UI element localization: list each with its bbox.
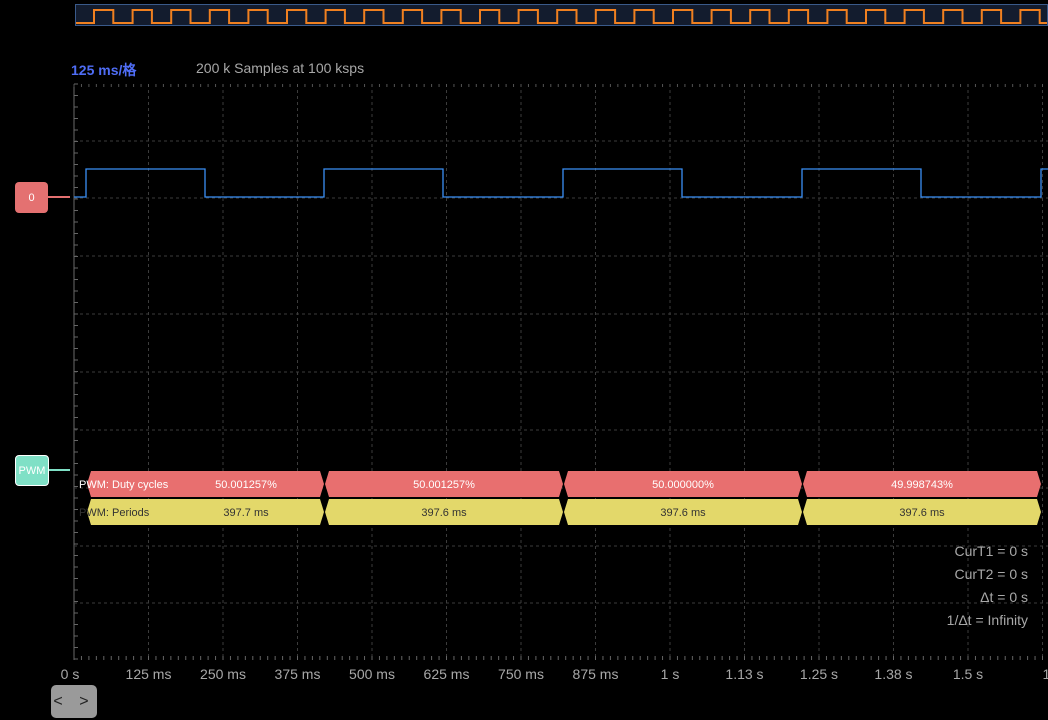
time-tick-label: 750 ms (498, 666, 544, 682)
decoder-row-label: PWM: Duty cycles (79, 479, 169, 491)
decoder-segment[interactable] (564, 499, 802, 525)
time-tick-label: 1.5 s (953, 666, 983, 682)
decoder-segment-value: 397.6 ms (421, 507, 467, 519)
time-tick-label: 250 ms (200, 666, 246, 682)
overview-strip[interactable] (75, 4, 1048, 26)
time-tick-label: 0 s (61, 666, 80, 682)
time-tick-label: 625 ms (424, 666, 470, 682)
decoder-segment[interactable] (564, 471, 802, 497)
decoder-segment-value: 49.998743% (891, 479, 953, 491)
time-tick-label: 1.6 (1043, 666, 1048, 682)
decoder-segment-value: 397.6 ms (899, 507, 945, 519)
decoder-row-label: PWM: Periods (79, 507, 150, 519)
decoder-segment-value: 397.6 ms (660, 507, 706, 519)
sample-info: 200 k Samples at 100 ksps (196, 60, 365, 76)
decoder-segment[interactable] (803, 471, 1041, 497)
time-tick-label: 1.25 s (800, 666, 838, 682)
channel-0-waveform (74, 168, 1048, 198)
decoder-segment-value: 50.000000% (652, 479, 714, 491)
decoder-segment[interactable] (803, 499, 1041, 525)
time-tick-label: 500 ms (349, 666, 395, 682)
pwm-channel-tag[interactable]: PWM (15, 455, 49, 486)
channel-0-tag[interactable]: 0 (15, 182, 48, 213)
time-tick-label: 375 ms (275, 666, 321, 682)
time-tick-label: 1.38 s (874, 666, 912, 682)
time-tick-label: 125 ms (126, 666, 172, 682)
cursor-inverse-delta: 1/Δt = Infinity (946, 612, 1028, 628)
cursor-delta: Δt = 0 s (980, 589, 1028, 605)
decoder-segment[interactable] (87, 499, 324, 525)
decoder-segment[interactable] (87, 471, 324, 497)
scroll-nav-button[interactable]: < > (51, 685, 97, 718)
time-tick-label: 1 s (661, 666, 680, 682)
grid (73, 83, 1048, 660)
cursor-t2: CurT2 = 0 s (954, 566, 1028, 582)
time-tick-label: 1.13 s (725, 666, 763, 682)
decoder-segment-value: 397.7 ms (223, 507, 269, 519)
time-tick-label: 875 ms (573, 666, 619, 682)
decoder-segment-value: 50.001257% (413, 479, 475, 491)
timescale-label[interactable]: 125 ms/格 (71, 62, 137, 78)
decoder-segment-value: 50.001257% (215, 479, 277, 491)
decoder-rows: 50.001257% 50.001257% 50.000000% 49.998743%… (79, 471, 1041, 525)
time-axis: 0 s 125 ms 250 ms 375 ms 500 ms 625 ms 750 ms 8… (61, 666, 1048, 682)
overview-waveform (76, 9, 1047, 24)
decoder-segment[interactable] (325, 499, 563, 525)
cursor-t1: CurT1 = 0 s (954, 543, 1028, 559)
decoder-segment[interactable] (325, 471, 563, 497)
